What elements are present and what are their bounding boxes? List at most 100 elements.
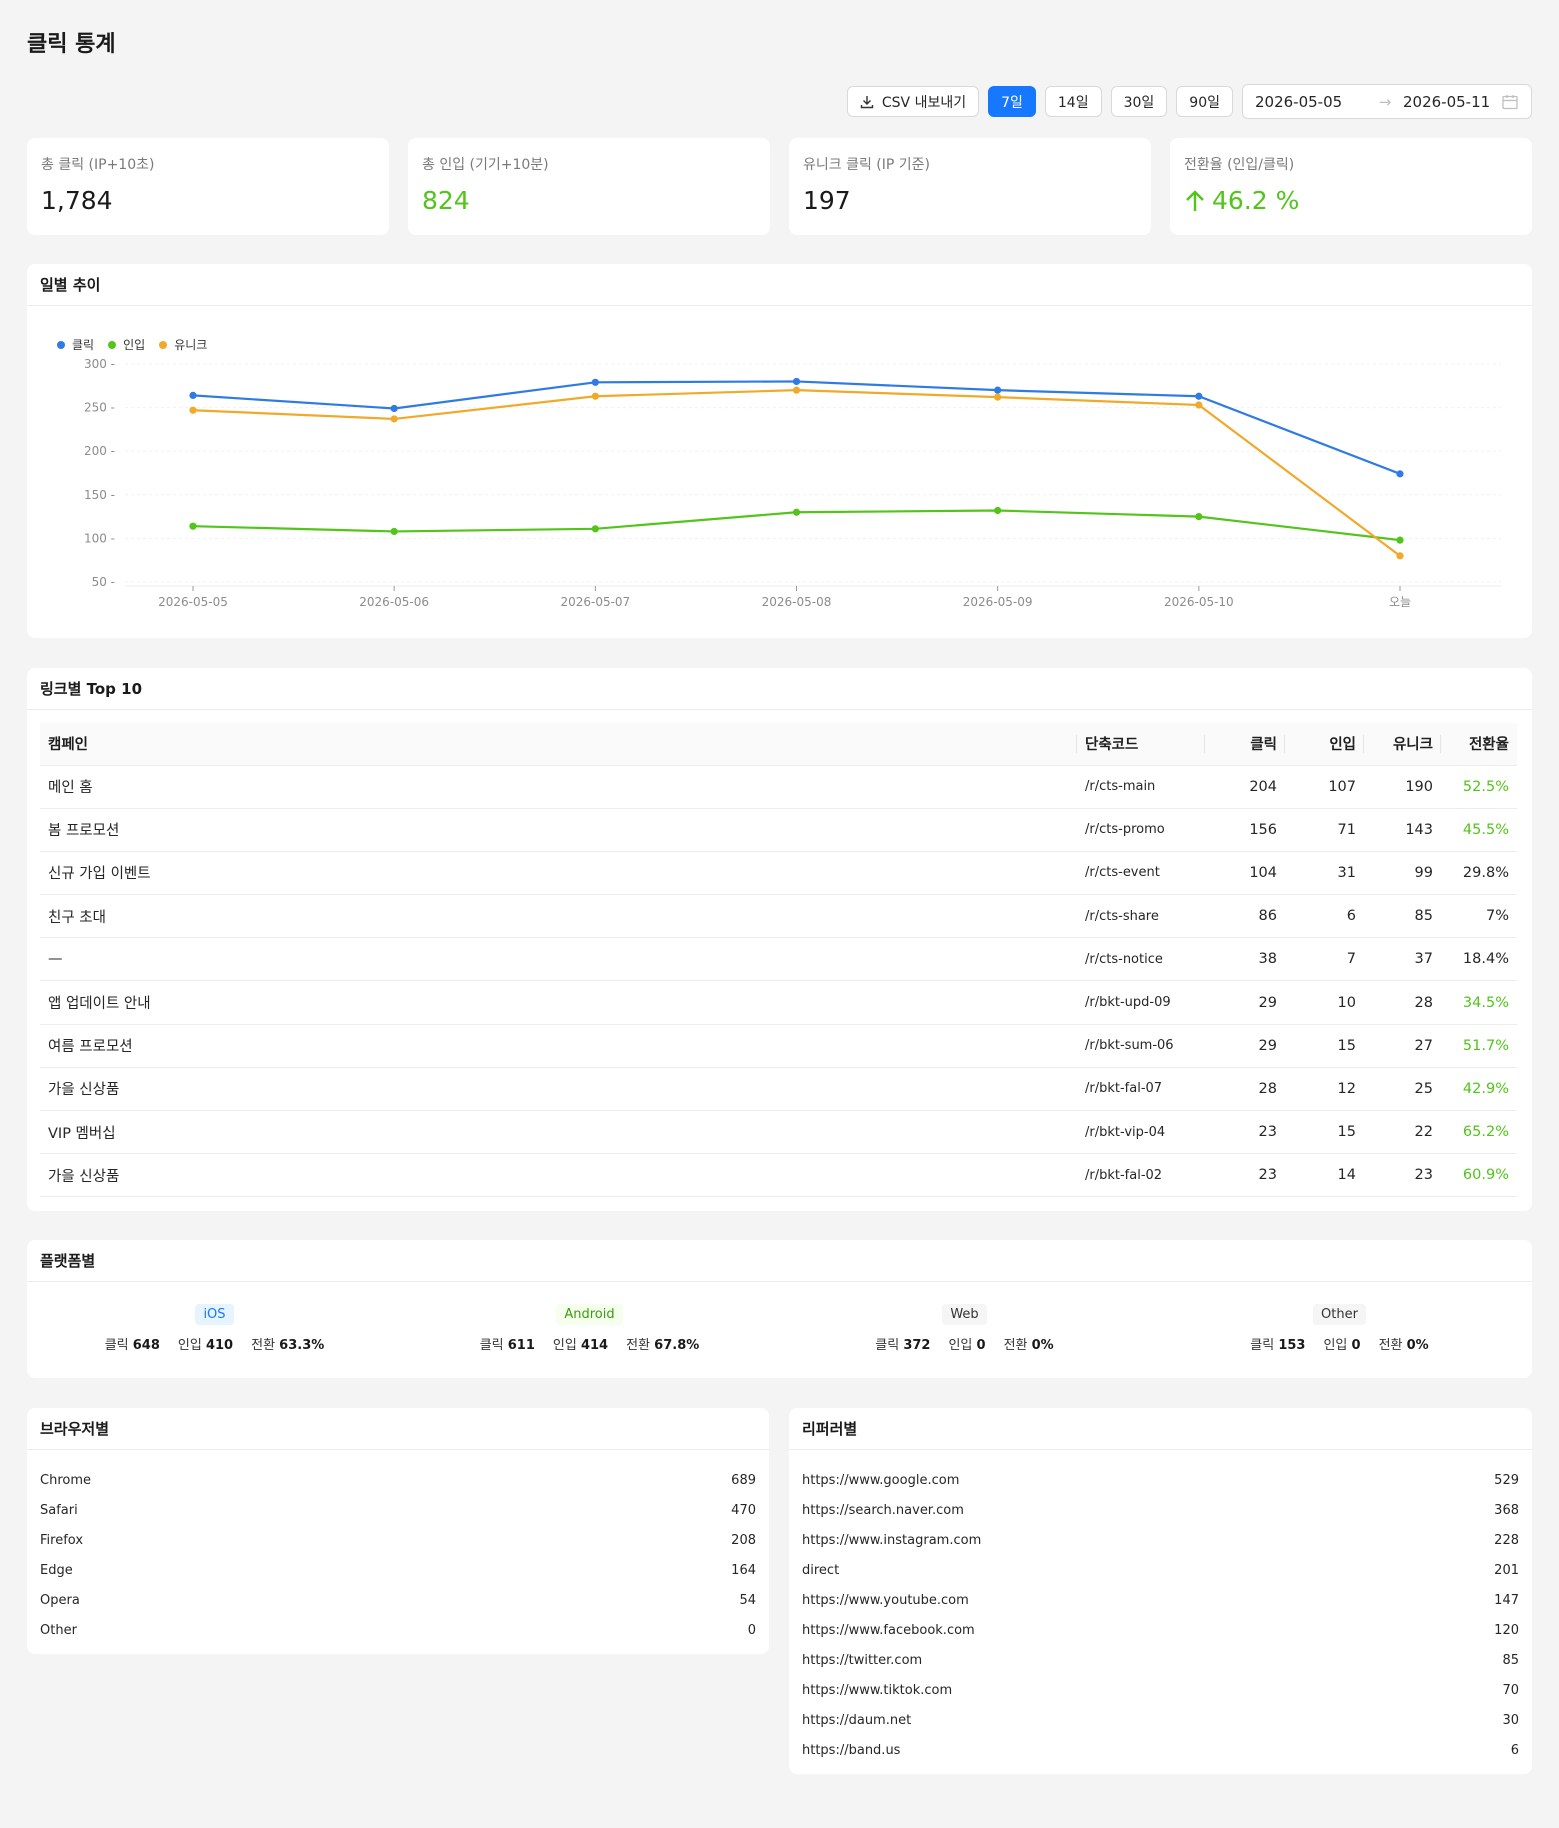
list-item-name: https://www.facebook.com [802, 1622, 975, 1638]
col-conv[interactable]: 전환율 [1441, 723, 1517, 766]
cell-clicks: 204 [1205, 765, 1285, 809]
table-row[interactable]: 가을 신상품/r/bkt-fal-02 23 14 23 60.9% [40, 1153, 1517, 1198]
data-point [792, 377, 801, 386]
cell-unique: 22 [1364, 1110, 1441, 1155]
data-point [1396, 470, 1404, 478]
list-item-count: 529 [1494, 1472, 1519, 1488]
cell-unique: 23 [1364, 1153, 1441, 1198]
legend-item-unique[interactable]: 유니크 [159, 336, 207, 353]
date-to[interactable]: 2026-05-11 [1403, 92, 1491, 111]
table-row[interactable]: 가을 신상품/r/bkt-fal-07 28 12 25 42.9% [40, 1067, 1517, 1112]
list-item-count: 368 [1494, 1502, 1519, 1518]
data-point [189, 522, 197, 530]
legend-item-clicks[interactable]: 클릭 [57, 336, 94, 353]
browser-title: 브라우저별 [27, 1408, 769, 1450]
list-item-name: https://search.naver.com [802, 1502, 964, 1518]
cell-conv: 60.9% [1441, 1153, 1517, 1198]
list-item-name: Chrome [40, 1472, 91, 1488]
list-item: Firefox 208 [40, 1525, 756, 1555]
download-icon [860, 95, 874, 108]
platform-conv-value: 67.8% [654, 1338, 700, 1353]
platform-conv-label: 전환 [251, 1338, 276, 1353]
data-point [1195, 392, 1203, 400]
cell-unique: 143 [1364, 808, 1441, 852]
data-point [994, 393, 1002, 401]
table-row[interactable]: 친구 초대/r/cts-share 86 6 85 7% [40, 894, 1517, 939]
csv-export-button[interactable]: CSV 내보내기 [846, 86, 980, 117]
cell-campaign: 메인 홈 [40, 765, 1077, 809]
cell-code: /r/cts-share [1077, 894, 1205, 939]
stat-card-conversion: 전환율 (인입/클릭) 46.2 % [1170, 138, 1532, 235]
data-point [792, 508, 801, 516]
data-point [1396, 552, 1404, 560]
platform-list: iOS 클릭 648 인입 410 전환 63.3% Android 클릭 611 인입 4… [27, 1282, 1532, 1353]
y-tick-label: 100 - [84, 531, 115, 545]
legend-item-inflow[interactable]: 인입 [108, 336, 145, 353]
platform-conv: 전환 0% [1004, 1334, 1054, 1353]
cell-clicks: 104 [1205, 851, 1285, 896]
col-inflow[interactable]: 인입 [1285, 723, 1364, 766]
platform-card: 플랫폼별 iOS 클릭 648 인입 410 전환 63.3% Android 클릭 61… [27, 1240, 1532, 1378]
cell-clicks: 29 [1205, 1024, 1285, 1068]
list-item-count: 54 [739, 1592, 756, 1608]
cell-clicks: 86 [1205, 894, 1285, 939]
data-point [390, 404, 398, 413]
range-14d-button[interactable]: 14일 [1044, 86, 1102, 117]
table-row[interactable]: VIP 멤버십/r/bkt-vip-04 23 15 22 65.2% [40, 1110, 1517, 1155]
list-item: Chrome 689 [40, 1465, 756, 1495]
cell-inflow: 15 [1285, 1110, 1364, 1155]
range-7d-button[interactable]: 7일 [988, 86, 1036, 117]
legend-label: 인입 [123, 338, 146, 352]
list-item-count: 201 [1494, 1562, 1519, 1578]
date-from[interactable]: 2026-05-05 [1255, 92, 1343, 111]
table-row[interactable]: 메인 홈/r/cts-main 204 107 190 52.5% [40, 765, 1517, 809]
cell-campaign: 봄 프로모션 [40, 808, 1077, 852]
arrow-up-icon [1186, 189, 1204, 211]
cell-unique: 99 [1364, 851, 1441, 896]
list-item-name: Other [40, 1622, 77, 1638]
cell-inflow: 14 [1285, 1153, 1364, 1198]
table-row[interactable]: 봄 프로모션/r/cts-promo 156 71 143 45.5% [40, 808, 1517, 852]
list-item-name: Firefox [40, 1532, 84, 1548]
cell-inflow: 71 [1285, 808, 1364, 852]
top10-title: 링크별 Top 10 [27, 668, 1532, 710]
list-item: direct 201 [802, 1555, 1519, 1585]
range-90d-button[interactable]: 90일 [1176, 86, 1233, 117]
cell-code: /r/bkt-fal-02 [1077, 1153, 1205, 1198]
platform-inflow-label: 인입 [177, 1338, 202, 1353]
col-clicks[interactable]: 클릭 [1205, 723, 1285, 766]
col-unique[interactable]: 유니크 [1364, 723, 1441, 766]
referrer-list: https://www.google.com 529 https://search.… [789, 1450, 1532, 1765]
legend-dot [57, 340, 65, 349]
list-item-name: https://daum.net [802, 1712, 912, 1728]
stat-label: 총 클릭 (IP+10초) [41, 157, 155, 173]
x-tick-label: 2026-05-10 [1164, 595, 1234, 609]
y-tick-label: 250 - [84, 401, 115, 415]
table-row[interactable]: 여름 프로모션/r/bkt-sum-06 29 15 27 51.7% [40, 1024, 1517, 1068]
platform-clicks-label: 클릭 [104, 1338, 129, 1353]
table-row[interactable]: 앱 업데이트 안내/r/bkt-upd-09 29 10 28 34.5% [40, 980, 1517, 1025]
x-tick-label: 2026-05-06 [359, 595, 429, 609]
x-tick-label: 오늘 [1389, 595, 1411, 609]
date-range-picker[interactable]: 2026-05-05 → 2026-05-11 [1242, 84, 1532, 119]
cell-conv: 34.5% [1441, 980, 1517, 1025]
table-row[interactable]: —/r/cts-notice 38 7 37 18.4% [40, 937, 1517, 982]
cell-campaign: — [40, 937, 1077, 982]
cell-code: /r/cts-notice [1077, 937, 1205, 982]
cell-conv: 29.8% [1441, 851, 1517, 896]
list-item-name: https://www.instagram.com [802, 1532, 982, 1548]
stat-value: 46.2 % [1212, 186, 1300, 215]
range-30d-button[interactable]: 30일 [1110, 86, 1168, 117]
platform-conv: 전환 0% [1379, 1334, 1429, 1353]
list-item: Edge 164 [40, 1555, 756, 1585]
x-tick-label: 2026-05-05 [158, 595, 228, 609]
cell-conv: 7% [1441, 894, 1517, 939]
platform-stats: 클릭 648 인입 410 전환 63.3% [105, 1334, 325, 1353]
cell-code: /r/cts-main [1077, 765, 1205, 809]
cell-conv: 18.4% [1441, 937, 1517, 982]
list-item: https://www.youtube.com 147 [802, 1585, 1519, 1615]
cell-code: /r/cts-event [1077, 851, 1205, 896]
calendar-icon [1502, 94, 1518, 109]
table-row[interactable]: 신규 가입 이벤트/r/cts-event 104 31 99 29.8% [40, 851, 1517, 896]
platform-clicks-label: 클릭 [1250, 1338, 1275, 1353]
